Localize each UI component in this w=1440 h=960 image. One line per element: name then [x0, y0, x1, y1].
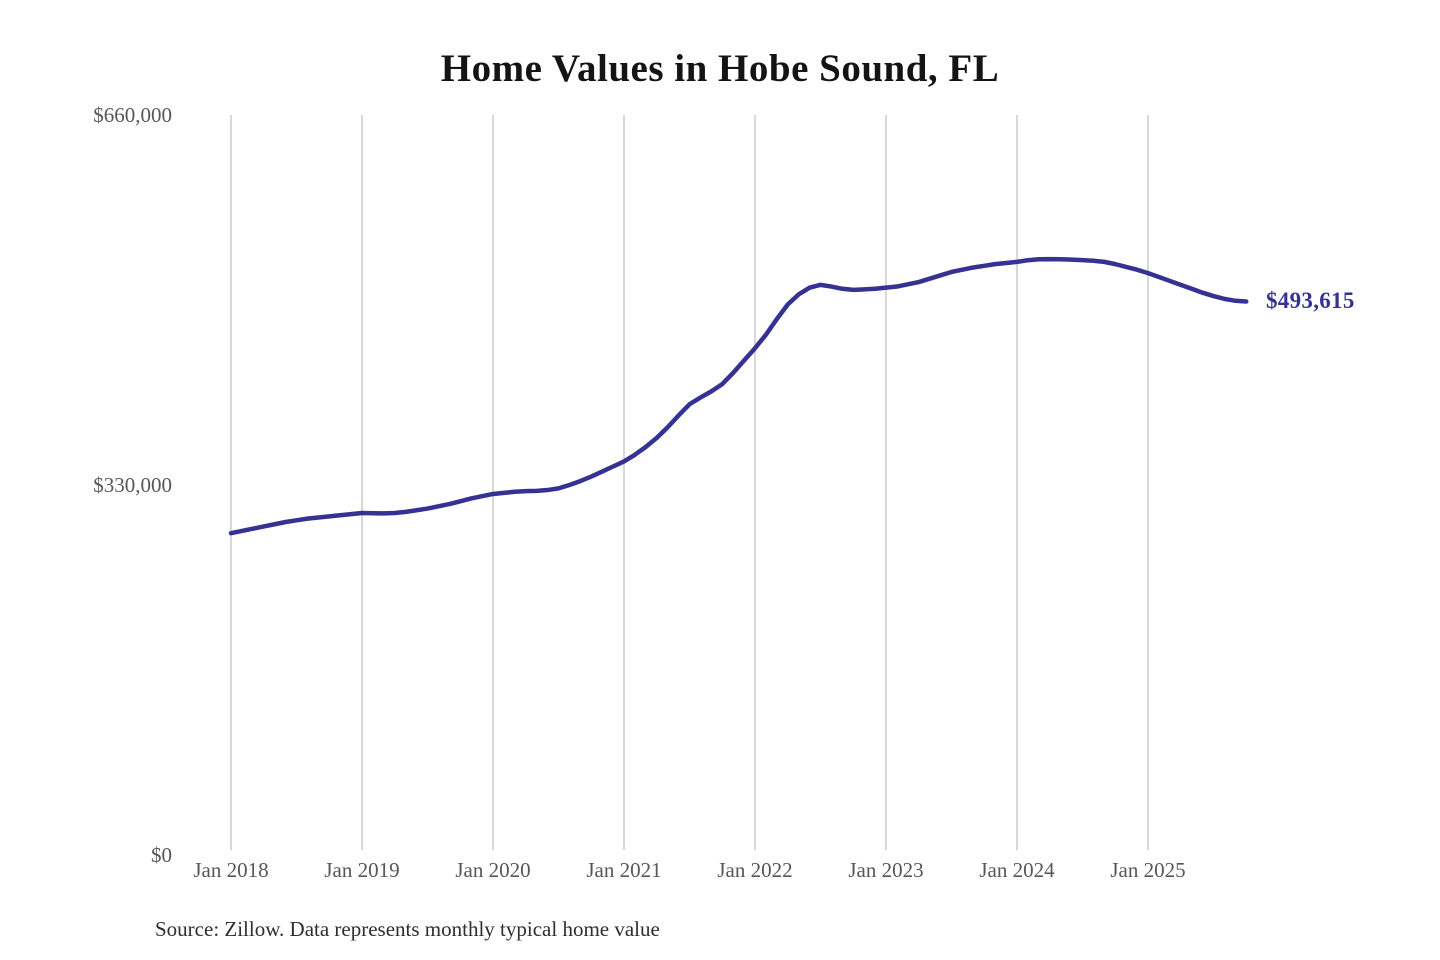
vertical-gridlines: [230, 115, 1149, 850]
chart-title: Home Values in Hobe Sound, FL: [440, 47, 1000, 90]
x-tick-jan-2019: Jan 2019: [324, 858, 400, 882]
x-tick-jan-2021: Jan 2021: [586, 858, 662, 882]
home-value-line-series: [228, 256, 1249, 536]
source-attribution: Source: Zillow. Data represents monthly …: [155, 917, 660, 941]
y-tick-0: $0: [151, 843, 172, 867]
x-tick-jan-2018: Jan 2018: [193, 858, 269, 882]
y-tick-330000: $330,000: [93, 473, 172, 497]
x-tick-jan-2025: Jan 2025: [1110, 858, 1186, 882]
y-tick-660000: $660,000: [93, 103, 172, 127]
x-tick-jan-2020: Jan 2020: [455, 858, 531, 882]
x-tick-jan-2024: Jan 2024: [979, 858, 1055, 882]
x-tick-jan-2023: Jan 2023: [848, 858, 924, 882]
latest-value-label: $493,615: [1266, 287, 1355, 313]
x-tick-jan-2022: Jan 2022: [717, 858, 793, 882]
